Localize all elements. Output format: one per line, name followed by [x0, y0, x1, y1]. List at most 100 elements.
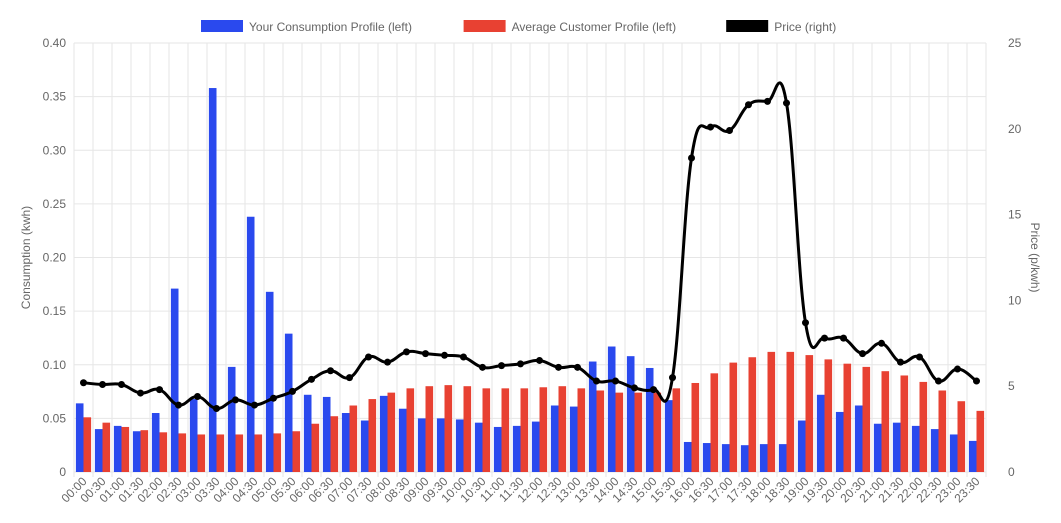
- price-point: [536, 356, 543, 364]
- price-point: [859, 350, 866, 358]
- bar: [531, 421, 540, 472]
- price-point: [821, 334, 828, 342]
- price-point: [384, 358, 391, 366]
- price-point: [213, 405, 220, 413]
- bar: [938, 390, 947, 472]
- bar: [778, 444, 787, 472]
- price-point: [270, 394, 277, 402]
- price-point: [194, 392, 201, 400]
- bar: [930, 429, 939, 472]
- y2-tick-label: 0: [1008, 465, 1015, 479]
- bar: [398, 408, 407, 472]
- bar: [968, 440, 977, 472]
- price-point: [80, 379, 87, 387]
- legend-swatch: [726, 20, 769, 32]
- bar: [493, 426, 502, 472]
- price-point: [232, 396, 239, 404]
- legend-swatch: [201, 20, 243, 32]
- bar: [113, 425, 122, 472]
- bar: [474, 422, 483, 472]
- y-tick-label: 0.15: [43, 304, 67, 318]
- price-point: [137, 389, 144, 397]
- bar: [322, 396, 331, 472]
- price-point: [308, 375, 315, 383]
- legend-label: Price (right): [774, 20, 836, 34]
- bar: [170, 288, 179, 472]
- bar: [208, 88, 217, 473]
- price-point: [156, 386, 163, 394]
- bar: [341, 413, 350, 472]
- y-axis-title: Consumption (kwh): [19, 206, 33, 309]
- bar: [843, 363, 852, 472]
- price-point: [650, 386, 657, 394]
- bar: [569, 406, 578, 472]
- bar: [664, 400, 673, 472]
- price-point: [764, 97, 771, 105]
- bar: [949, 434, 958, 472]
- legend-swatch: [463, 20, 506, 32]
- bar: [482, 388, 491, 472]
- price-point: [479, 363, 486, 371]
- bar: [710, 373, 719, 472]
- bar: [151, 413, 160, 472]
- bar: [911, 425, 920, 472]
- bar: [634, 392, 643, 472]
- bar: [786, 351, 795, 472]
- price-point: [726, 127, 733, 135]
- bar: [417, 418, 426, 472]
- bar: [740, 445, 749, 472]
- y-tick-label: 0.25: [43, 197, 67, 211]
- bars: [75, 88, 985, 473]
- bar: [83, 417, 92, 472]
- bar: [216, 434, 225, 472]
- bar: [512, 425, 521, 472]
- bar: [854, 405, 863, 472]
- y2-tick-label: 20: [1008, 122, 1022, 136]
- bar: [550, 405, 559, 472]
- bar: [444, 385, 453, 472]
- bar: [189, 399, 198, 472]
- y2-tick-label: 10: [1008, 293, 1022, 307]
- bar: [607, 346, 616, 472]
- bar: [425, 386, 434, 472]
- legend-label: Your Consumption Profile (left): [249, 20, 412, 34]
- bar: [140, 430, 149, 472]
- price-line: [80, 81, 980, 413]
- bar: [702, 443, 711, 472]
- bar: [311, 423, 320, 472]
- y2-tick-label: 25: [1008, 36, 1022, 50]
- price-point: [593, 377, 600, 385]
- price-point: [175, 401, 182, 409]
- price-point: [365, 353, 372, 361]
- bar: [303, 394, 312, 472]
- bar: [976, 410, 985, 472]
- price-point: [422, 350, 429, 358]
- bar: [892, 422, 901, 472]
- price-point: [289, 387, 296, 395]
- bar: [645, 367, 654, 472]
- price-point: [99, 380, 106, 388]
- price-point: [574, 363, 581, 371]
- price-point: [517, 360, 524, 368]
- price-point: [669, 374, 676, 382]
- y-tick-label: 0.40: [43, 36, 67, 50]
- bar: [94, 429, 103, 472]
- bar: [349, 405, 358, 472]
- bar: [729, 362, 738, 472]
- bar: [292, 431, 301, 472]
- y-tick-label: 0: [59, 465, 66, 479]
- bar: [835, 411, 844, 472]
- price-point: [745, 101, 752, 109]
- price-point: [973, 377, 980, 385]
- price-point: [555, 363, 562, 371]
- bar: [577, 388, 586, 472]
- price-point: [441, 351, 448, 359]
- bar: [588, 361, 597, 472]
- bar: [75, 403, 84, 472]
- price-point: [118, 380, 125, 388]
- bar: [330, 416, 339, 472]
- bar: [387, 392, 396, 472]
- price-point: [251, 401, 258, 409]
- price-point: [346, 374, 353, 382]
